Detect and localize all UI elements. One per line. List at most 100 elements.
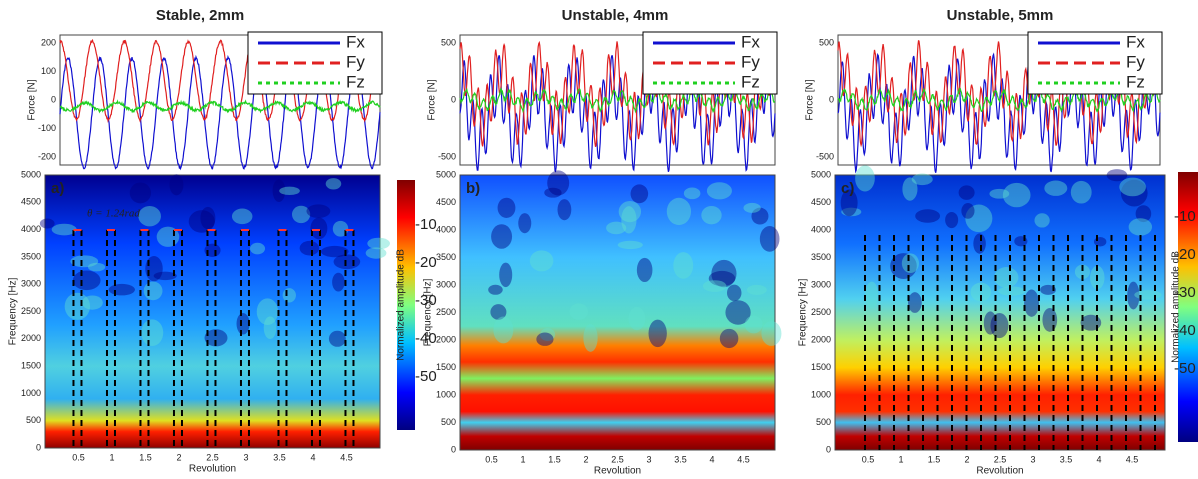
panel-title: Stable, 2mm bbox=[156, 7, 244, 24]
force-tick-label: 0 bbox=[51, 94, 56, 104]
spectrogram-texture bbox=[170, 174, 184, 195]
y-tick-label: 0 bbox=[451, 444, 456, 454]
y-tick-label: 500 bbox=[441, 417, 456, 427]
spectrogram-texture bbox=[109, 284, 135, 295]
x-tick-label: 3.5 bbox=[674, 454, 687, 464]
y-axis-label: Frequency [Hz] bbox=[8, 277, 19, 345]
spectrogram-texture bbox=[760, 226, 780, 252]
x-tick-label: 4 bbox=[1096, 454, 1101, 464]
legend-label: Fy bbox=[346, 52, 365, 71]
panel-title: Unstable, 5mm bbox=[947, 7, 1054, 24]
spectrogram-texture bbox=[292, 206, 310, 223]
y-axis-label: Frequency [Hz] bbox=[798, 278, 809, 346]
spectrogram-texture bbox=[583, 324, 597, 352]
spectrogram-texture bbox=[618, 241, 643, 249]
spectrogram-texture bbox=[631, 184, 649, 203]
colorbar-tick-label: -20 bbox=[415, 254, 437, 271]
force-tick-label: 0 bbox=[829, 94, 834, 104]
spectrogram-texture bbox=[40, 219, 55, 229]
spectrogram-texture bbox=[1034, 213, 1049, 227]
y-tick-label: 3500 bbox=[436, 252, 456, 262]
x-tick-label: 0.5 bbox=[72, 452, 85, 462]
spectrogram-texture bbox=[499, 263, 512, 287]
spectrogram-texture bbox=[902, 177, 917, 200]
spectrogram-texture bbox=[701, 206, 721, 224]
x-tick-label: 4.5 bbox=[340, 452, 353, 462]
x-tick-label: 4.5 bbox=[1126, 454, 1139, 464]
spectrogram-texture bbox=[518, 213, 531, 233]
y-tick-label: 3500 bbox=[21, 251, 41, 261]
y-tick-label: 3000 bbox=[436, 279, 456, 289]
legend-label: Fy bbox=[1126, 52, 1145, 71]
spectrogram-texture bbox=[300, 241, 320, 256]
x-tick-label: 4.5 bbox=[737, 454, 750, 464]
spectrogram-texture bbox=[649, 320, 667, 348]
y-tick-label: 2000 bbox=[21, 333, 41, 343]
legend-label: Fx bbox=[741, 32, 760, 51]
spectrogram-texture bbox=[144, 281, 163, 300]
y-tick-label: 3000 bbox=[21, 279, 41, 289]
spectrogram-texture bbox=[720, 329, 739, 348]
x-tick-label: 2 bbox=[583, 454, 588, 464]
spectrogram-texture bbox=[1042, 308, 1057, 332]
force-tick-label: 100 bbox=[41, 66, 56, 76]
panel-title: Unstable, 4mm bbox=[562, 7, 669, 24]
spectrogram-texture bbox=[366, 247, 387, 258]
spectrogram-texture bbox=[82, 295, 103, 309]
spectrogram-texture bbox=[138, 206, 161, 226]
x-tick-label: 3.5 bbox=[1060, 454, 1073, 464]
panel-label: b) bbox=[466, 180, 480, 197]
spectrogram-texture bbox=[984, 311, 997, 334]
x-tick-label: 2.5 bbox=[206, 452, 219, 462]
x-tick-label: 2 bbox=[176, 452, 181, 462]
y-tick-label: 2000 bbox=[811, 334, 831, 344]
force-axis-label: Force [N] bbox=[805, 79, 816, 120]
spectrogram-texture bbox=[637, 258, 653, 282]
annotation: θ = 1.24rad bbox=[87, 208, 140, 220]
y-tick-label: 0 bbox=[826, 444, 831, 454]
spectrogram-texture bbox=[1134, 290, 1161, 300]
y-tick-label: 500 bbox=[26, 415, 41, 425]
y-tick-label: 2500 bbox=[436, 307, 456, 317]
legend-label: Fz bbox=[1126, 72, 1145, 91]
y-tick-label: 1000 bbox=[811, 389, 831, 399]
spectrogram-texture bbox=[547, 170, 569, 195]
spectrogram-texture bbox=[959, 185, 975, 200]
spectrogram-texture bbox=[491, 224, 512, 249]
spectrogram-texture bbox=[902, 253, 919, 273]
y-tick-label: 3500 bbox=[811, 252, 831, 262]
y-tick-label: 2500 bbox=[21, 306, 41, 316]
spectrogram-texture bbox=[536, 332, 553, 345]
y-tick-label: 4000 bbox=[21, 224, 41, 234]
spectrogram-texture bbox=[326, 178, 342, 189]
y-tick-label: 4000 bbox=[436, 224, 456, 234]
y-tick-label: 2000 bbox=[436, 334, 456, 344]
y-tick-label: 4500 bbox=[21, 197, 41, 207]
force-axis-label: Force [N] bbox=[27, 79, 38, 120]
spectrogram-texture bbox=[998, 286, 1025, 295]
spectrogram-texture bbox=[237, 313, 250, 335]
x-tick-label: 1.5 bbox=[548, 454, 561, 464]
spectrogram-texture bbox=[329, 331, 346, 347]
spectrogram-texture bbox=[257, 298, 278, 325]
force-tick-label: -200 bbox=[38, 151, 56, 161]
spectrogram-texture bbox=[606, 222, 626, 235]
y-tick-label: 500 bbox=[816, 417, 831, 427]
force-tick-label: 500 bbox=[441, 37, 456, 47]
spectrogram-texture bbox=[141, 319, 163, 346]
force-tick-label: 500 bbox=[819, 37, 834, 47]
panel-label: a) bbox=[51, 180, 64, 197]
spectrogram-texture bbox=[1024, 290, 1039, 317]
spectrogram-texture bbox=[232, 209, 253, 225]
x-tick-label: 1.5 bbox=[139, 452, 152, 462]
panel-label: c) bbox=[841, 180, 854, 197]
spectrogram-texture bbox=[332, 273, 344, 292]
x-tick-label: 1 bbox=[520, 454, 525, 464]
spectrogram-texture bbox=[707, 182, 732, 199]
spectrogram-texture bbox=[493, 317, 513, 344]
spectrogram-texture bbox=[855, 165, 875, 191]
spectrogram-texture bbox=[761, 321, 781, 346]
spectrogram-texture bbox=[498, 198, 516, 218]
spectrogram-texture bbox=[945, 212, 958, 228]
spectrogram-texture bbox=[334, 254, 361, 269]
